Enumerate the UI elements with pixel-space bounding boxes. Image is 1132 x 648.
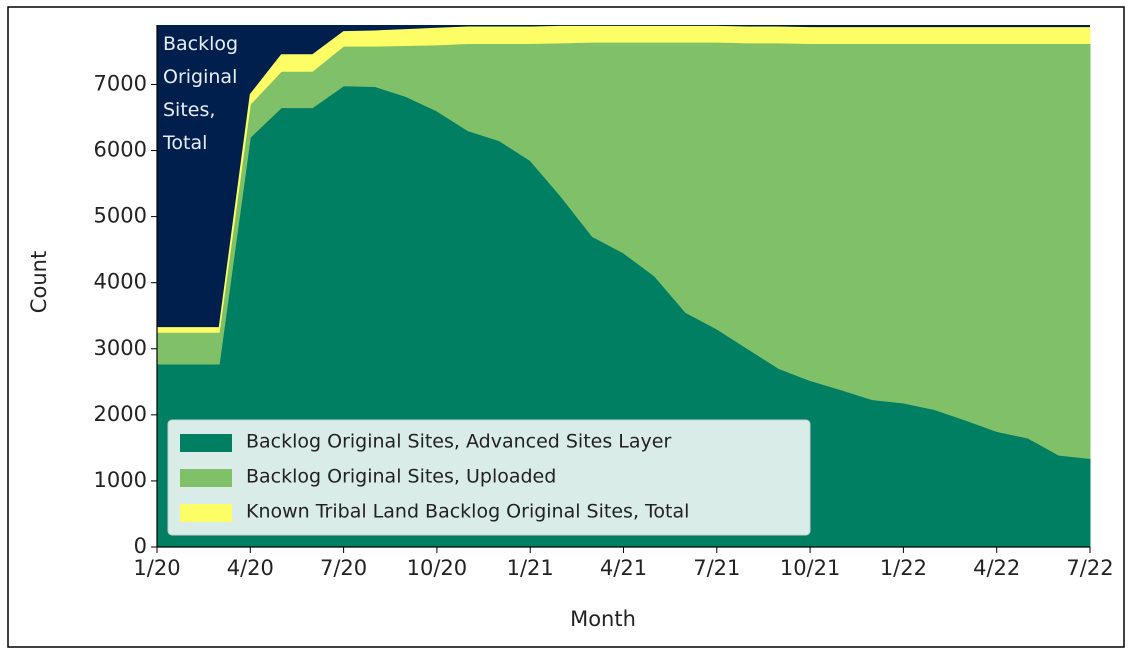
x-tick-label: 4/20 [227, 556, 274, 580]
y-tick-label: 1000 [94, 468, 147, 492]
y-tick-label: 5000 [94, 204, 147, 228]
annotation-line: Total [162, 132, 207, 154]
legend-label: Backlog Original Sites, Advanced Sites L… [246, 431, 671, 453]
x-tick-label: 4/22 [973, 556, 1020, 580]
x-tick-label: 10/20 [407, 556, 468, 580]
legend-swatch [180, 469, 232, 487]
frame [7, 6, 1125, 648]
legend-swatch [180, 504, 232, 522]
x-tick-label: 1/21 [507, 556, 554, 580]
y-tick-label: 6000 [94, 138, 147, 162]
legend-label: Backlog Original Sites, Uploaded [246, 466, 556, 488]
legend-label: Known Tribal Land Backlog Original Sites… [246, 501, 689, 523]
y-tick-label: 0 [134, 534, 147, 558]
annotation-line: Original [163, 66, 237, 88]
area [156, 25, 1091, 333]
y-tick-label: 3000 [94, 336, 147, 360]
legend-swatch [180, 434, 232, 452]
x-tick-label: 10/21 [780, 556, 841, 580]
x-tick-label: 1/22 [880, 556, 927, 580]
x-tick-label: 4/21 [600, 556, 647, 580]
legend-box [167, 419, 811, 536]
annotation: Backlog Original Sites, Total [162, 33, 238, 154]
y-tick-label: 4000 [94, 270, 147, 294]
x-tick-label: 7/21 [693, 556, 740, 580]
y-tick-label: 2000 [94, 402, 147, 426]
annotation-line: Sites, [163, 99, 215, 121]
x-tick-label: 7/20 [320, 556, 367, 580]
x-axis-label: Month [570, 607, 636, 631]
annotation-line: Backlog [163, 33, 238, 55]
y-tick-label: 7000 [94, 71, 147, 95]
y-axis-label: Count [27, 251, 51, 313]
x-tick-label: 1/20 [133, 556, 180, 580]
x-tick-label: 7/22 [1066, 556, 1113, 580]
